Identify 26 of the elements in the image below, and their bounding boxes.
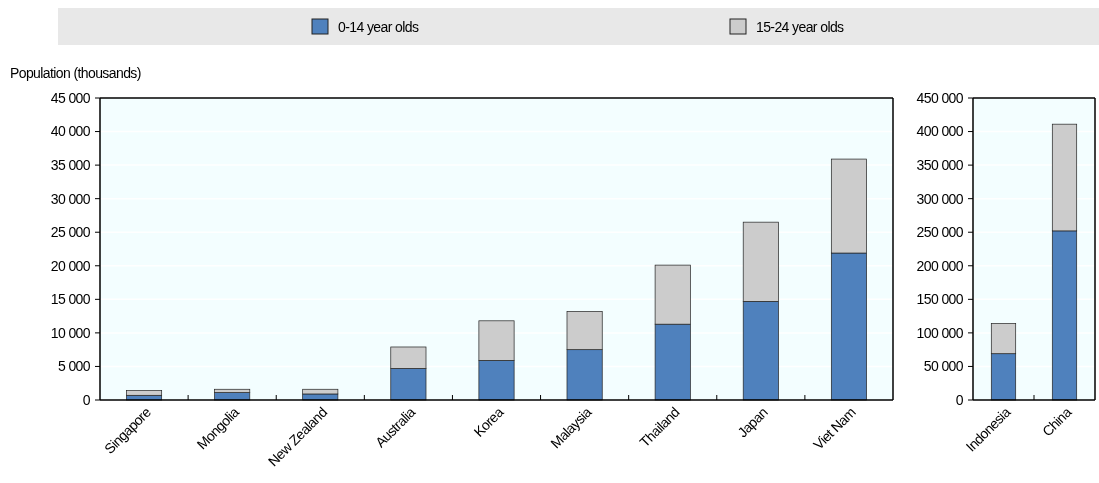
legend-label: 0-14 year olds — [338, 18, 419, 35]
y-tick-label: 100 000 — [916, 324, 964, 341]
y-tick-label: 45 000 — [50, 89, 91, 106]
y-tick-label: 5 000 — [57, 358, 91, 375]
y-tick-label: 30 000 — [50, 190, 91, 207]
y-tick-label: 0 — [955, 391, 964, 408]
legend-label: 15-24 year olds — [756, 18, 845, 35]
y-tick-label: 0 — [82, 391, 91, 408]
y-tick-label: 350 000 — [916, 157, 964, 174]
y-tick-label: 300 000 — [916, 190, 964, 207]
x-tick-label: Viet Nam — [810, 404, 859, 453]
bar — [302, 388, 339, 395]
bar — [126, 390, 163, 396]
y-tick-label: 35 000 — [50, 157, 91, 174]
y-tick-label: 40 000 — [50, 123, 91, 140]
y-tick-label: 20 000 — [50, 257, 91, 274]
y-tick-label: 150 000 — [916, 291, 964, 308]
y-tick-label: 450 000 — [916, 89, 964, 106]
y-tick-label: 25 000 — [50, 224, 91, 241]
y-axis-title: Population (thousands) — [10, 65, 141, 81]
y-tick-label: 250 000 — [916, 224, 964, 241]
y-tick-label: 50 000 — [923, 358, 964, 375]
y-tick-label: 400 000 — [916, 123, 964, 140]
y-tick-label: 200 000 — [916, 257, 964, 274]
y-tick-label: 15 000 — [50, 291, 91, 308]
y-tick-label: 10 000 — [50, 324, 91, 341]
